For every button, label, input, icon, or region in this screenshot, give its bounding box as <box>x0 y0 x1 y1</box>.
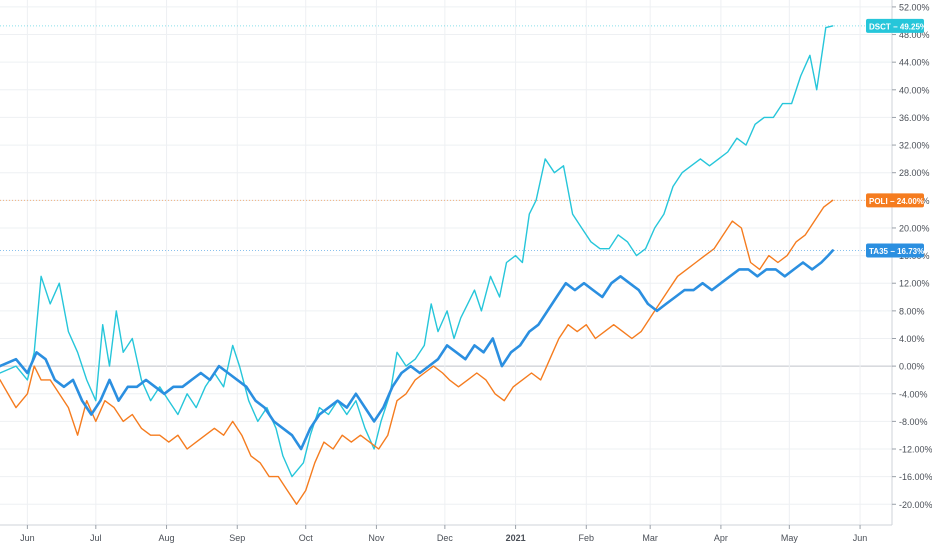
y-tick-label: -16.00% <box>899 472 932 482</box>
y-axis[interactable]: 52.00% 48.00% 44.00% 40.00% 36.00% 32.00% 28.0… <box>892 2 932 510</box>
y-tick-label: -4.00% <box>899 389 928 399</box>
last-value-badge-dsct <box>866 18 924 33</box>
x-tick-label: Nov <box>368 533 385 543</box>
chart-grid <box>0 0 892 525</box>
x-tick-label: Feb <box>579 533 595 543</box>
y-tick-label: 44.00% <box>899 58 930 68</box>
x-tick-label: Oct <box>299 533 314 543</box>
last-value-text-ta35: TA35 − 16.73% <box>869 247 924 256</box>
y-tick-label: 48.00% <box>899 30 930 40</box>
y-tick-label: 52.00% <box>899 2 930 12</box>
y-tick-label: -8.00% <box>899 417 928 427</box>
y-tick-label: 20.00% <box>899 223 930 233</box>
last-value-text-dsct: DSCT − 49.25% <box>869 22 927 31</box>
y-tick-label: -20.00% <box>899 500 932 510</box>
y-tick-label: 4.00% <box>899 334 925 344</box>
x-tick-label: Aug <box>159 533 175 543</box>
series-line-dsct[interactable] <box>0 25 834 478</box>
x-axis[interactable]: Jun Jul Aug Sep Oct Nov Dec 2021 Feb Mar Apr May Jun <box>20 525 867 543</box>
y-tick-label: 40.00% <box>899 85 930 95</box>
x-tick-label: May <box>781 533 799 543</box>
x-tick-label: Apr <box>714 533 728 543</box>
x-tick-label: Jun <box>853 533 868 543</box>
last-value-badge-poli <box>866 193 924 208</box>
x-tick-label: 2021 <box>506 533 526 543</box>
x-tick-label: Jul <box>90 533 102 543</box>
series-line-ta35[interactable] <box>0 249 834 451</box>
y-tick-label: 12.00% <box>899 279 930 289</box>
y-tick-label: -12.00% <box>899 445 932 455</box>
last-value-labels: DSCT − 49.25% POLI − 24.00% TA35 − 16.73% <box>0 18 927 258</box>
y-tick-label: 36.00% <box>899 113 930 123</box>
x-tick-label: Sep <box>229 533 245 543</box>
last-value-text-poli: POLI − 24.00% <box>869 197 924 206</box>
last-value-badge-ta35 <box>866 243 924 258</box>
x-tick-label: Mar <box>642 533 658 543</box>
y-tick-label: 8.00% <box>899 306 925 316</box>
series-line-poli[interactable] <box>0 199 834 505</box>
y-tick-label: 32.00% <box>899 141 930 151</box>
y-tick-label: 28.00% <box>899 168 930 178</box>
series-layer[interactable] <box>0 25 834 505</box>
x-tick-label: Dec <box>437 533 454 543</box>
x-tick-label: Jun <box>20 533 35 543</box>
y-tick-label: 0.00% <box>899 362 925 372</box>
